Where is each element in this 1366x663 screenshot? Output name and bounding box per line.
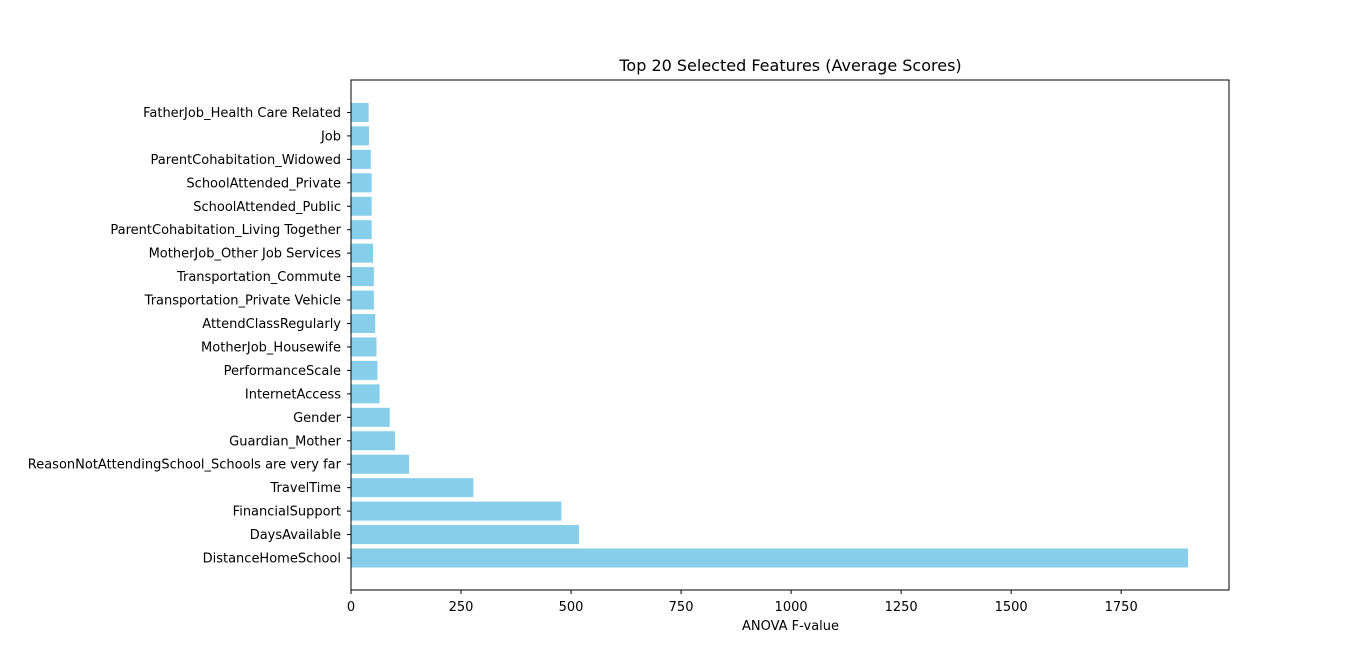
x-axis-label: ANOVA F-value: [742, 619, 839, 634]
bar: [351, 384, 380, 404]
y-tick-label: FatherJob_Health Care Related: [143, 106, 341, 121]
bar: [351, 290, 374, 310]
x-tick-label: 1750: [1105, 600, 1138, 615]
y-tick-label: PerformanceScale: [224, 364, 341, 379]
x-tick-label: 1000: [775, 600, 808, 615]
y-tick-label: Job: [320, 129, 341, 144]
bar: [351, 454, 410, 474]
y-tick-label: FinancialSupport: [233, 505, 341, 520]
bar: [351, 267, 374, 287]
bar: [351, 431, 396, 451]
y-tick-label: DaysAvailable: [250, 528, 341, 543]
bar: [351, 102, 369, 122]
y-tick-label: Guardian_Mother: [229, 434, 341, 449]
y-tick-label: AttendClassRegularly: [202, 317, 341, 332]
bar: [351, 149, 371, 169]
y-tick-label: ReasonNotAttendingSchool_Schools are ver…: [28, 458, 342, 473]
y-tick-label: ParentCohabitation_Living Together: [110, 223, 341, 238]
y-tick-label: TravelTime: [270, 481, 341, 496]
bar: [351, 196, 372, 216]
bar: [351, 407, 390, 427]
bar: [351, 126, 370, 146]
bar: [351, 243, 374, 263]
x-tick-label: 750: [669, 600, 694, 615]
bars-group: [351, 102, 1189, 568]
bar: [351, 173, 372, 193]
y-tick-label: Transportation_Commute: [176, 270, 341, 285]
bar: [351, 314, 376, 333]
x-tick-label: 1250: [885, 600, 918, 615]
x-axis-ticks: 0 250 500 750 1000 1250 1500 1750: [347, 590, 1138, 615]
plot-frame: [350, 79, 1230, 591]
y-tick-label: ParentCohabitation_Widowed: [151, 153, 341, 168]
x-tick-label: 1500: [995, 600, 1028, 615]
y-tick-label: DistanceHomeSchool: [203, 552, 341, 567]
bar: [351, 501, 562, 521]
bar: [351, 478, 474, 498]
y-tick-label: MotherJob_Other Job Services: [149, 247, 342, 262]
y-axis-ticks: DistanceHomeSchool DaysAvailable Financial…: [28, 106, 351, 567]
bar: [351, 360, 378, 380]
y-tick-label: Transportation_Private Vehicle: [144, 294, 341, 309]
chart-title: Top 20 Selected Features (Average Scores…: [618, 56, 961, 75]
y-tick-label: SchoolAttended_Private: [186, 176, 341, 191]
bar: [351, 220, 372, 240]
y-tick-label: Gender: [293, 411, 342, 426]
y-tick-label: InternetAccess: [245, 387, 341, 402]
bar: [351, 525, 579, 545]
x-tick-label: 500: [559, 600, 584, 615]
bar: [351, 548, 1189, 568]
x-tick-label: 0: [347, 600, 355, 615]
bar: [351, 337, 377, 357]
x-tick-label: 250: [449, 600, 474, 615]
y-tick-label: MotherJob_Housewife: [201, 340, 341, 355]
y-tick-label: SchoolAttended_Public: [193, 200, 341, 215]
